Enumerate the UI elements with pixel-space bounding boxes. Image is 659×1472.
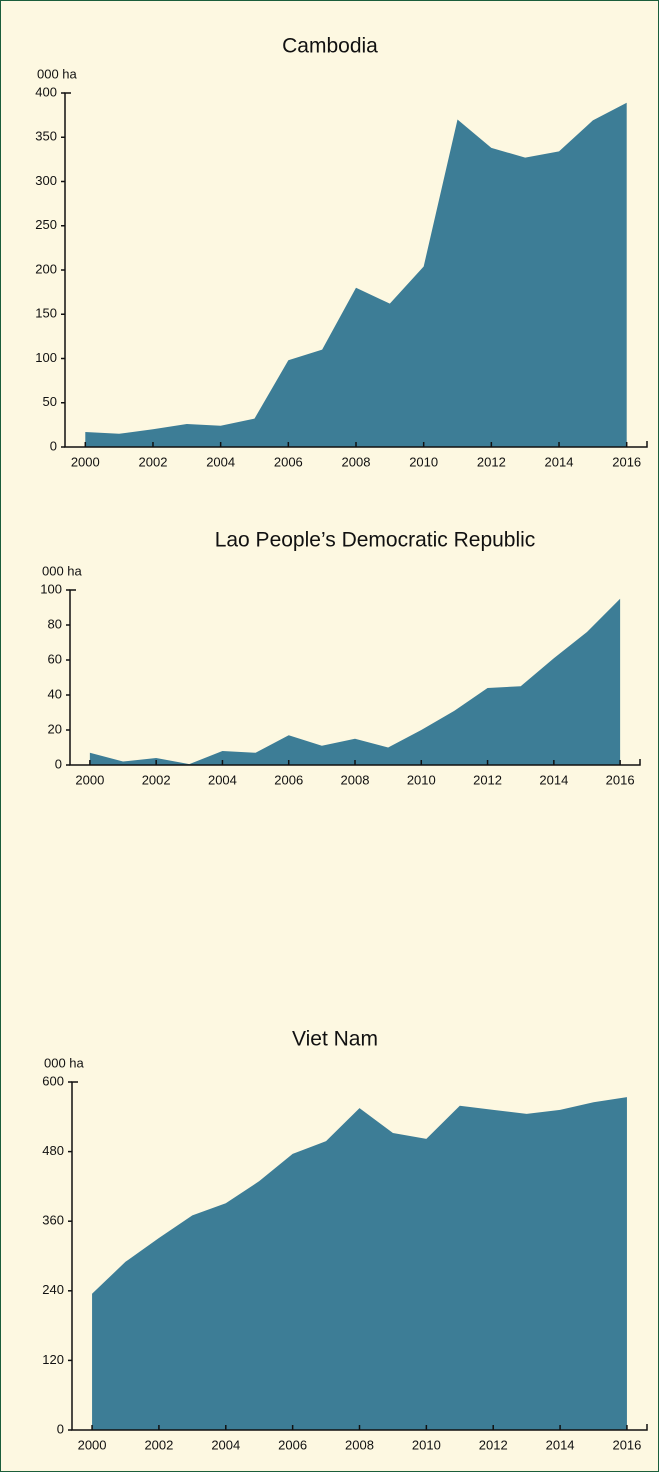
area <box>85 102 627 448</box>
x-tick-label: 2016 <box>612 454 641 469</box>
x-tick-label: 2010 <box>412 1437 441 1452</box>
x-tick-label: 2004 <box>206 454 235 469</box>
y-tick-label: 0 <box>55 756 62 771</box>
y-tick-label: 40 <box>48 686 62 701</box>
y-axis-unit: 000 ha <box>44 1055 85 1070</box>
y-tick-label: 350 <box>35 129 57 144</box>
x-tick-label: 2014 <box>546 1437 575 1452</box>
x-tick-label: 2006 <box>278 1437 307 1452</box>
x-tick-label: 2014 <box>539 772 568 787</box>
chart-title: Viet Nam <box>292 1028 378 1051</box>
x-tick-label: 2004 <box>208 772 237 787</box>
y-tick-label: 300 <box>35 173 57 188</box>
x-tick-label: 2010 <box>409 454 438 469</box>
x-tick-label: 2000 <box>71 454 100 469</box>
y-tick-label: 150 <box>35 306 57 321</box>
x-tick-label: 2006 <box>274 454 303 469</box>
y-tick-label: 100 <box>40 581 62 596</box>
y-tick-label: 400 <box>35 84 57 99</box>
y-tick-label: 480 <box>42 1143 64 1158</box>
y-tick-label: 50 <box>43 394 57 409</box>
x-tick-label: 2006 <box>274 772 303 787</box>
x-tick-label: 2014 <box>545 454 574 469</box>
x-tick-label: 2016 <box>612 1437 641 1452</box>
x-tick-label: 2000 <box>75 772 104 787</box>
y-tick-label: 600 <box>42 1073 64 1088</box>
y-tick-label: 20 <box>48 721 62 736</box>
x-tick-label: 2010 <box>407 772 436 787</box>
x-tick-label: 2002 <box>142 772 171 787</box>
chart-title: Cambodia <box>282 35 378 58</box>
x-tick-label: 2000 <box>78 1437 107 1452</box>
area <box>92 1097 627 1430</box>
y-tick-label: 360 <box>42 1213 64 1228</box>
y-tick-label: 0 <box>57 1421 64 1436</box>
y-tick-label: 200 <box>35 261 57 276</box>
x-tick-label: 2012 <box>473 772 502 787</box>
x-tick-label: 2002 <box>144 1437 173 1452</box>
y-tick-label: 0 <box>50 438 57 453</box>
chart-title: Lao People’s Democratic Republic <box>215 529 536 552</box>
x-tick-label: 2008 <box>345 1437 374 1452</box>
x-tick-label: 2002 <box>139 454 168 469</box>
area <box>89 598 621 765</box>
y-tick-label: 120 <box>42 1352 64 1367</box>
x-tick-label: 2016 <box>606 772 635 787</box>
y-tick-label: 60 <box>48 651 62 666</box>
y-axis-unit: 000 ha <box>37 66 78 81</box>
y-tick-label: 100 <box>35 350 57 365</box>
x-tick-label: 2012 <box>479 1437 508 1452</box>
x-tick-label: 2008 <box>342 454 371 469</box>
y-tick-label: 250 <box>35 217 57 232</box>
y-axis-unit: 000 ha <box>42 563 83 578</box>
x-tick-label: 2008 <box>341 772 370 787</box>
x-tick-label: 2012 <box>477 454 506 469</box>
y-tick-label: 80 <box>48 616 62 631</box>
y-tick-label: 240 <box>42 1282 64 1297</box>
x-tick-label: 2004 <box>211 1437 240 1452</box>
